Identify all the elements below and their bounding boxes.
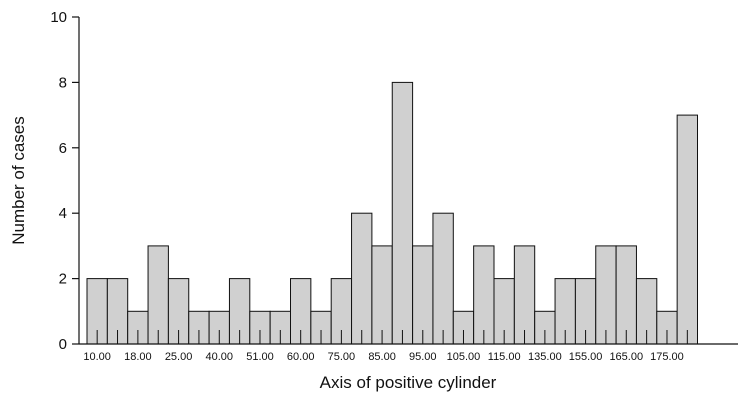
x-category-label: 75.00	[328, 351, 356, 363]
y-tick-label: 2	[59, 271, 67, 288]
x-category-label: 135.00	[528, 351, 562, 363]
histogram-bar	[676, 114, 699, 345]
y-axis-title: Number of cases	[9, 116, 28, 245]
y-tick-label: 8	[59, 74, 67, 91]
inner-ticks-group	[96, 330, 688, 344]
x-axis-category-labels: 10.00 18.00 25.00 40.00 51.00 60.00 75.00 85.00…	[83, 351, 683, 363]
histogram-bar	[595, 245, 617, 345]
y-tick-label: 0	[59, 336, 67, 353]
x-category-label: 115.00	[488, 351, 521, 363]
y-tick-label: 4	[59, 205, 67, 222]
x-category-label: 51.00	[246, 351, 274, 363]
x-category-label: 60.00	[287, 351, 315, 363]
x-category-label: 105.00	[447, 351, 481, 363]
x-category-label: 85.00	[368, 351, 396, 363]
x-category-label: 165.00	[609, 351, 643, 363]
x-category-label: 18.00	[124, 351, 152, 363]
histogram-bar	[473, 245, 495, 345]
y-tick-label: 10	[50, 9, 67, 26]
histogram-bar	[432, 212, 454, 345]
histogram-bar	[371, 245, 393, 345]
histogram-bar	[412, 245, 434, 345]
bars-group	[86, 81, 699, 345]
histogram-bar	[513, 245, 536, 345]
x-category-label: 10.00	[83, 351, 111, 363]
x-category-label: 175.00	[650, 351, 684, 363]
x-category-label: 25.00	[165, 351, 193, 363]
histogram-bar	[351, 212, 373, 345]
x-category-label: 155.00	[569, 351, 603, 363]
histogram-bar	[147, 245, 169, 345]
x-category-label: 40.00	[206, 351, 234, 363]
x-axis-title: Axis of positive cylinder	[320, 373, 497, 392]
histogram-bar	[391, 81, 414, 345]
x-category-label: 95.00	[409, 351, 437, 363]
y-axis-ticks: 0 2 4 6 8 10	[50, 9, 79, 353]
histogram-bar	[615, 245, 637, 345]
y-tick-label: 6	[59, 140, 67, 157]
